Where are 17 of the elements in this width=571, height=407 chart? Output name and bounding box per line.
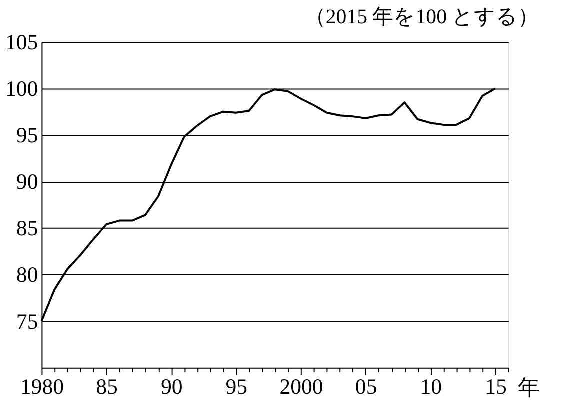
y-tick-label: 100 (5, 77, 38, 102)
x-tick-label: 15 (485, 375, 507, 400)
x-tick-label: 05 (355, 375, 378, 400)
chart-title: （2015 年を100 とする） (304, 4, 540, 28)
y-tick-label: 105 (5, 30, 38, 55)
y-tick-label: 90 (16, 170, 38, 194)
x-tick-label: 85 (96, 375, 118, 400)
x-tick-label: 2000 (280, 375, 324, 400)
y-tick-label: 95 (16, 124, 38, 148)
x-axis-title: 年 (518, 376, 540, 400)
x-tick-label: 90 (160, 375, 183, 400)
y-tick-label: 75 (16, 310, 38, 334)
x-tick-label: 10 (420, 375, 442, 400)
y-tick-label: 80 (16, 263, 38, 288)
x-tick-label: 1980 (20, 375, 64, 400)
y-tick-label: 85 (16, 216, 38, 241)
x-tick-label: 95 (226, 375, 248, 400)
